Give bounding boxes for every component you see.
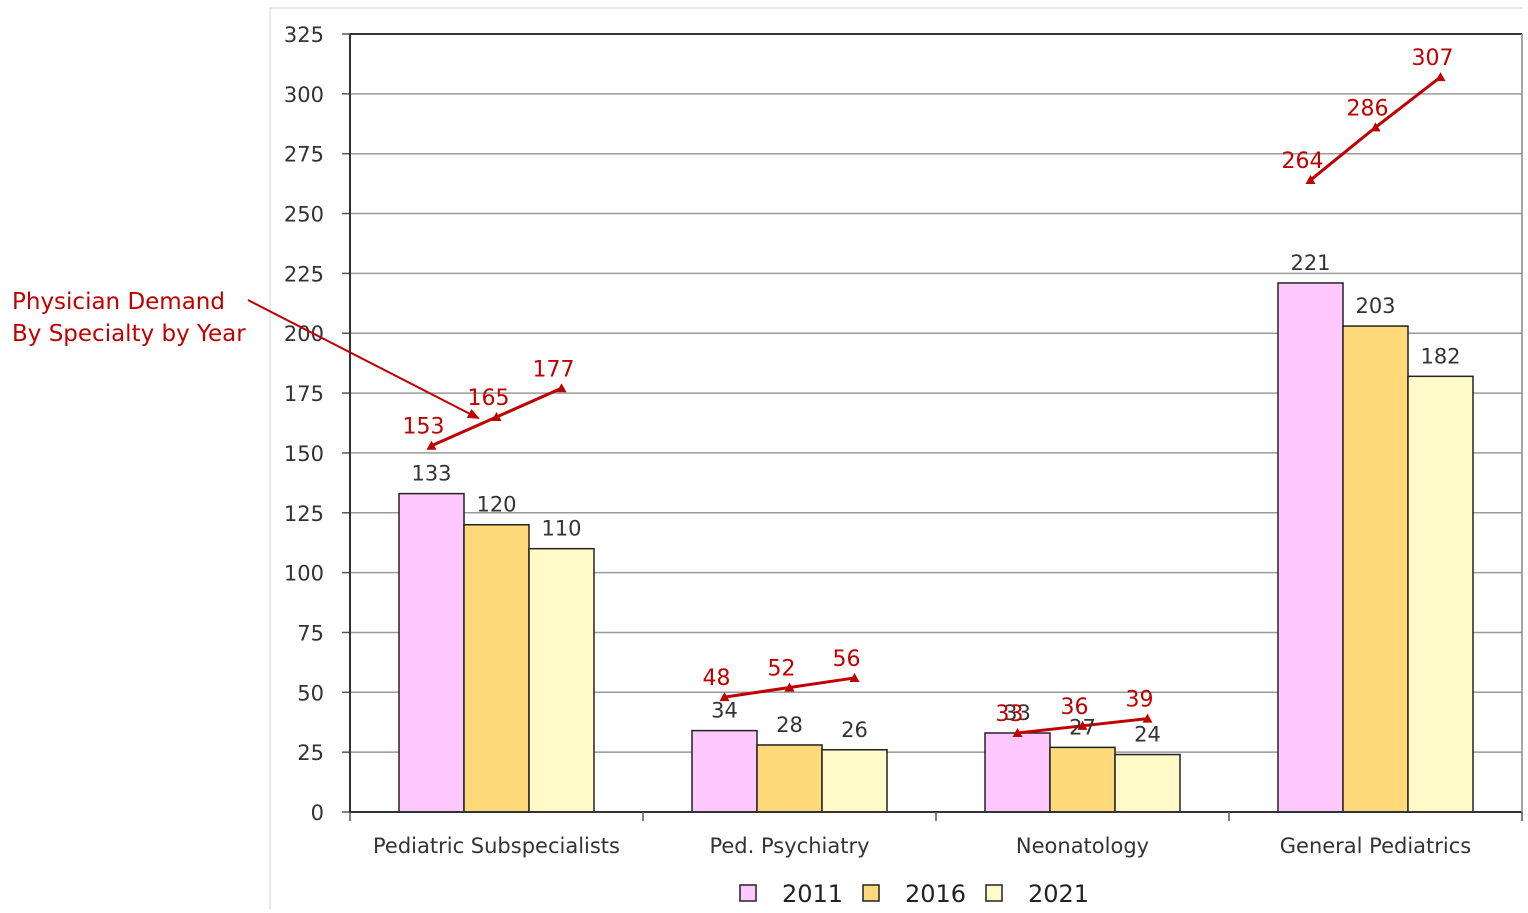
y-tick-label: 275 xyxy=(284,143,324,167)
demand-value-label: 33 xyxy=(996,702,1024,727)
y-tick-label: 250 xyxy=(284,203,324,227)
demand-value-label: 39 xyxy=(1126,688,1154,713)
x-tick-label: General Pediatrics xyxy=(1280,834,1472,858)
y-tick-label: 200 xyxy=(284,322,324,346)
bar-value-label: 24 xyxy=(1134,723,1161,747)
bar-2021 xyxy=(1407,375,1474,813)
y-tick-label: 0 xyxy=(311,801,324,825)
bar-value-label: 34 xyxy=(711,699,738,723)
demand-point xyxy=(1012,728,1023,738)
x-tick-label: Pediatric Subspecialists xyxy=(373,834,620,858)
demand-point xyxy=(849,672,860,682)
demand-value-label: 264 xyxy=(1282,149,1324,174)
legend-swatch-2021 xyxy=(985,884,1003,902)
bar-value-label: 182 xyxy=(1420,344,1460,368)
demand-value-label: 153 xyxy=(403,415,445,440)
demand-point xyxy=(556,383,567,393)
bar-2011 xyxy=(398,492,465,813)
annotation-arrow xyxy=(247,299,480,419)
bar-value-label: 120 xyxy=(476,493,516,517)
legend-label: 2016 xyxy=(905,880,966,908)
y-tick-label: 50 xyxy=(297,681,324,705)
y-tick-label: 175 xyxy=(284,382,324,406)
annotation-text: By Specialty by Year xyxy=(12,321,246,347)
demand-point xyxy=(426,440,437,450)
y-tick-label: 225 xyxy=(284,262,324,286)
demand-value-label: 52 xyxy=(768,657,796,682)
legend-swatch-2016 xyxy=(862,884,880,902)
bar-value-label: 33 xyxy=(1004,701,1031,725)
bar-2011 xyxy=(984,732,1051,813)
demand-point xyxy=(784,682,795,692)
bar-value-label: 221 xyxy=(1290,251,1330,275)
demand-point xyxy=(1435,72,1446,82)
bar-value-label: 26 xyxy=(841,718,868,742)
bar-2011 xyxy=(1277,282,1344,813)
legend-label: 2011 xyxy=(782,880,843,908)
bar-2016 xyxy=(463,523,530,813)
bar-2021 xyxy=(528,547,595,813)
bar-value-label: 110 xyxy=(541,517,581,541)
demand-point xyxy=(1142,713,1153,723)
bar-2016 xyxy=(1049,746,1116,813)
demand-value-label: 165 xyxy=(468,386,510,411)
legend-swatch-2011 xyxy=(739,884,757,902)
y-tick-label: 100 xyxy=(284,562,324,586)
annotation-text: Physician Demand xyxy=(12,289,225,315)
bar-2011 xyxy=(691,729,758,813)
y-tick-label: 125 xyxy=(284,502,324,526)
y-tick-label: 75 xyxy=(297,621,324,645)
bar-2016 xyxy=(1342,325,1409,813)
y-tick-label: 25 xyxy=(297,741,324,765)
demand-value-label: 48 xyxy=(703,666,731,691)
bar-2021 xyxy=(821,749,888,813)
demand-value-label: 177 xyxy=(533,357,575,382)
demand-value-label: 56 xyxy=(833,647,861,672)
demand-value-label: 307 xyxy=(1412,46,1454,71)
x-tick-label: Neonatology xyxy=(1016,834,1149,858)
y-tick-label: 325 xyxy=(284,23,324,47)
bar-value-label: 27 xyxy=(1069,715,1096,739)
y-tick-label: 300 xyxy=(284,83,324,107)
legend-label: 2021 xyxy=(1028,880,1089,908)
demand-point xyxy=(1370,122,1381,132)
demand-value-label: 36 xyxy=(1061,695,1089,720)
bar-2016 xyxy=(756,744,823,813)
y-tick-label: 150 xyxy=(284,442,324,466)
bar-value-label: 28 xyxy=(776,713,803,737)
demand-point xyxy=(1305,175,1316,185)
demand-value-label: 286 xyxy=(1347,96,1389,121)
demand-point xyxy=(719,692,730,702)
bar-value-label: 133 xyxy=(411,462,451,486)
bar-2021 xyxy=(1114,753,1181,813)
demand-point xyxy=(491,412,502,422)
x-tick-label: Ped. Psychiatry xyxy=(709,834,869,858)
demand-point xyxy=(1077,720,1088,730)
bar-value-label: 203 xyxy=(1355,294,1395,318)
